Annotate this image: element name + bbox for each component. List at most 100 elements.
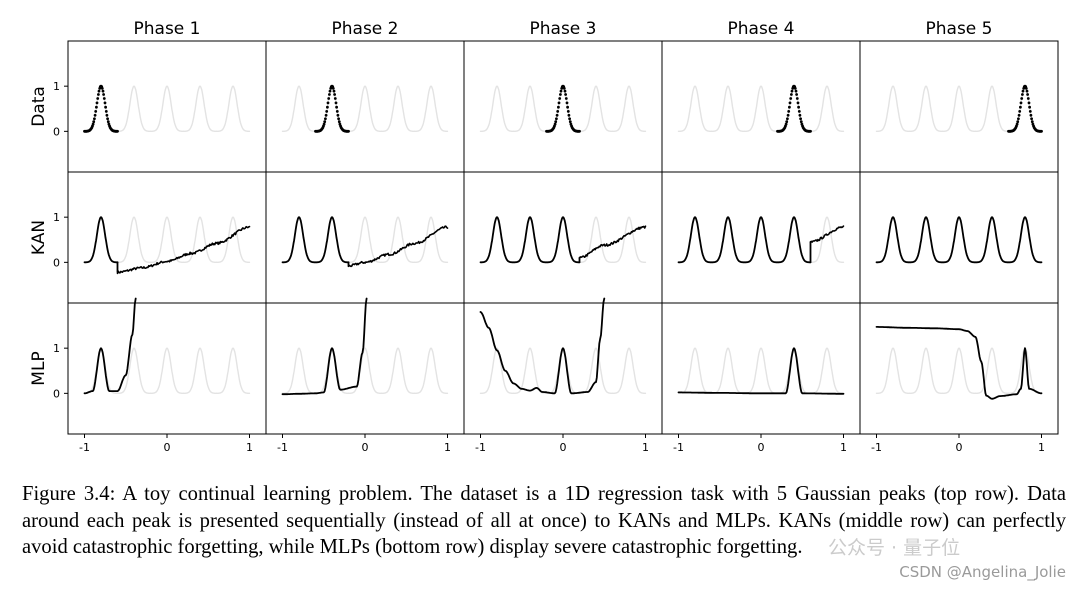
faded-peak-line (182, 216, 218, 263)
data-point (97, 93, 100, 96)
faded-peak-line (413, 85, 449, 133)
faded-peak-line (116, 216, 152, 263)
data-point (104, 110, 108, 113)
kan-fit-line (479, 216, 581, 264)
x-tick-label: 1 (246, 441, 253, 454)
data-point (784, 122, 788, 126)
x-tick-label: 0 (758, 441, 765, 454)
faded-peak-line (479, 347, 515, 394)
data-point (347, 129, 350, 133)
faded-peak-line (1007, 216, 1043, 263)
faded-peak-line (545, 347, 581, 394)
data-point (786, 117, 789, 121)
x-tick-label: -1 (79, 441, 90, 454)
data-point (93, 113, 97, 117)
faded-peak-line (875, 347, 911, 394)
data-point (793, 87, 797, 90)
data-point (102, 97, 106, 100)
data-point (557, 101, 561, 105)
data-point (1019, 105, 1022, 109)
data-point (95, 101, 99, 105)
faded-peak-line (677, 347, 713, 394)
faded-peak-line (116, 85, 152, 133)
faded-peak-line (743, 216, 779, 263)
faded-peak-line (281, 85, 317, 133)
faded-peak-line (413, 347, 449, 394)
data-point (1018, 110, 1022, 113)
kan-fit-line (281, 216, 350, 264)
mlp-fit-line (83, 297, 137, 395)
faded-peak-line (875, 216, 911, 263)
faded-peak-line (974, 347, 1010, 394)
y-tick-label: 1 (53, 342, 60, 355)
faded-peak-line (677, 85, 713, 133)
data-point (786, 113, 790, 117)
faded-peak-line (941, 85, 977, 133)
data-point (1021, 89, 1025, 93)
faded-peak-line (809, 85, 845, 133)
faded-peak-line (347, 85, 383, 133)
data-point (106, 117, 109, 121)
faded-peak-line (1007, 85, 1043, 133)
kan-tail-line (116, 225, 251, 275)
data-point (326, 101, 330, 105)
data-point (785, 120, 789, 124)
x-tick-label: -1 (475, 441, 486, 454)
faded-peak-line (611, 216, 647, 263)
data-point (566, 110, 570, 113)
faded-peak-line (941, 347, 977, 394)
data-point (562, 87, 566, 90)
faded-peak-line (710, 216, 746, 263)
row-label: Data (29, 86, 49, 127)
faded-peak-line (380, 216, 416, 263)
data-point (809, 129, 812, 133)
faded-peak-line (512, 85, 548, 133)
kan-fit-line (83, 216, 119, 264)
faded-peak-line (314, 216, 350, 263)
data-point (1026, 97, 1030, 100)
faded-peak-line (908, 85, 944, 133)
faded-peak-line (314, 347, 350, 394)
data-point (796, 101, 800, 105)
faded-peak-line (149, 347, 185, 394)
data-point (1019, 101, 1023, 105)
data-point (559, 93, 562, 96)
y-tick-label: 1 (53, 80, 60, 93)
data-point (328, 89, 332, 93)
panel-frame (265, 40, 465, 173)
data-point (335, 110, 339, 113)
data-point (555, 113, 559, 117)
row-label: KAN (29, 220, 49, 255)
data-point (787, 110, 791, 113)
faded-peak-line (215, 347, 251, 394)
phase-title: Phase 3 (530, 19, 597, 39)
data-point (95, 105, 98, 109)
data-point (106, 120, 110, 124)
y-tick-label: 0 (53, 256, 60, 269)
x-tick-label: -1 (871, 441, 882, 454)
data-point (559, 89, 563, 93)
data-point (568, 117, 571, 121)
faded-peak-line (413, 216, 449, 263)
panel-frame (67, 40, 267, 173)
faded-peak-line (776, 216, 812, 263)
data-point (334, 101, 338, 105)
data-point (105, 113, 109, 117)
row-label: MLP (29, 351, 49, 385)
faded-peak-line (545, 85, 581, 133)
data-point (564, 93, 567, 96)
panel-frame (463, 302, 663, 435)
x-tick-label: 0 (164, 441, 171, 454)
data-point (93, 117, 96, 121)
kan-fit-line (677, 216, 812, 264)
watermark-csdn: CSDN @Angelina_Jolie (899, 563, 1066, 581)
faded-peak-line (380, 347, 416, 394)
data-point (1021, 93, 1024, 96)
data-point (799, 117, 802, 121)
phase-title: Phase 1 (134, 19, 201, 39)
data-point (1015, 122, 1019, 126)
faded-peak-line (545, 216, 581, 263)
faded-peak-line (809, 216, 845, 263)
data-point (790, 93, 793, 96)
faded-peak-line (149, 85, 185, 133)
